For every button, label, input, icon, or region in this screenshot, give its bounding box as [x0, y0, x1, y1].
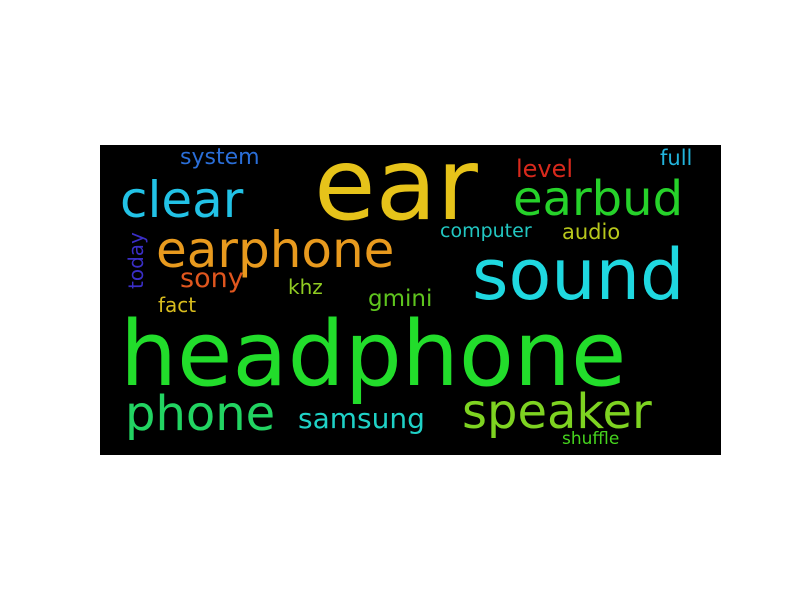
word-samsung: samsung [298, 402, 425, 435]
word-full: full [660, 146, 693, 170]
word-today: today [124, 232, 148, 289]
word-level: level [516, 155, 574, 183]
word-gmini: gmini [368, 286, 433, 312]
word-clear: clear [120, 171, 244, 229]
word-sony: sony [180, 263, 244, 294]
word-cloud-canvas: headphone ear sound earphone clear earbu… [100, 145, 721, 455]
word-headphone: headphone [120, 302, 627, 407]
word-phone: phone [125, 386, 276, 442]
word-earphone: earphone [156, 221, 395, 279]
word-computer: computer [440, 220, 532, 242]
word-shuffle: shuffle [562, 429, 620, 449]
word-earbud: earbud [513, 171, 684, 227]
word-ear: ear [314, 145, 478, 243]
word-audio: audio [562, 220, 621, 244]
word-khz: khz [288, 275, 323, 299]
word-system: system [180, 145, 260, 170]
word-fact: fact [158, 293, 197, 317]
word-sound: sound [472, 234, 685, 316]
word-speaker: speaker [462, 384, 652, 440]
